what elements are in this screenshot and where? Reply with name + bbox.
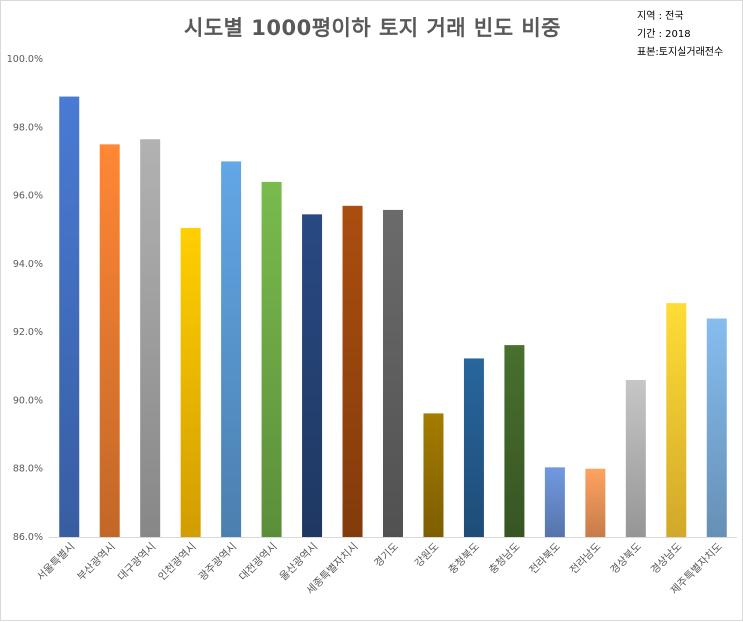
x-tick-label: 울산광역시 <box>278 541 321 584</box>
bar-광주광역시 <box>221 161 242 537</box>
x-tick-label: 경상남도 <box>648 540 685 577</box>
chart-annotations: 지역 : 전국 기간 : 2018 표본:토지실거래전수 <box>637 8 723 62</box>
x-tick-label: 충청남도 <box>487 540 523 576</box>
bar-부산광역시 <box>99 144 120 537</box>
bar-전라남도 <box>585 468 606 537</box>
y-tick-label: 90.0% <box>13 395 43 406</box>
bar-세종특별자치시 <box>342 205 363 538</box>
x-tick-label: 인천광역시 <box>156 541 199 584</box>
bar-경상북도 <box>625 379 646 537</box>
bar-대전광역시 <box>261 181 282 537</box>
y-tick-label: 94.0% <box>13 259 43 270</box>
x-tick-label: 대구광역시 <box>116 541 159 584</box>
x-tick-label: 충청북도 <box>446 540 482 576</box>
x-tick-label: 전라남도 <box>568 540 604 576</box>
y-tick-label: 88.0% <box>13 464 43 475</box>
annotation-sample: 표본:토지실거래전수 <box>637 47 724 58</box>
x-tick-label: 경기도 <box>371 540 401 570</box>
chart-title: 시도별 1000평이하 토지 거래 빈도 비중 <box>184 16 561 40</box>
bar-전라북도 <box>544 467 565 537</box>
bar-서울특별시 <box>59 96 80 538</box>
y-tick-label: 100.0% <box>7 54 43 65</box>
bar-충청북도 <box>463 358 484 537</box>
bar-충청남도 <box>504 345 525 537</box>
x-tick-label: 강원도 <box>413 540 442 569</box>
x-tick-label: 서울특별시 <box>35 541 78 584</box>
bar-강원도 <box>423 413 444 537</box>
x-tick-label: 전라북도 <box>527 540 563 576</box>
x-tick-label: 경상북도 <box>607 540 644 577</box>
bar-경기도 <box>383 209 403 537</box>
x-tick-label: 대전광역시 <box>237 541 280 584</box>
bar-경상남도 <box>666 303 687 537</box>
y-tick-label: 92.0% <box>13 327 43 338</box>
bar-인천광역시 <box>180 228 201 537</box>
y-tick-label: 98.0% <box>13 122 43 133</box>
x-tick-label: 광주광역시 <box>197 541 240 584</box>
x-tick-label: 부산광역시 <box>75 541 118 584</box>
bar-울산광역시 <box>302 214 323 537</box>
bar-제주특별자치도 <box>706 318 727 537</box>
annotation-region: 지역 : 전국 <box>637 11 684 22</box>
bar-대구광역시 <box>140 139 161 537</box>
y-tick-label: 96.0% <box>13 191 43 202</box>
annotation-period: 기간 : 2018 <box>637 29 691 40</box>
y-tick-label: 86.0% <box>13 532 43 543</box>
